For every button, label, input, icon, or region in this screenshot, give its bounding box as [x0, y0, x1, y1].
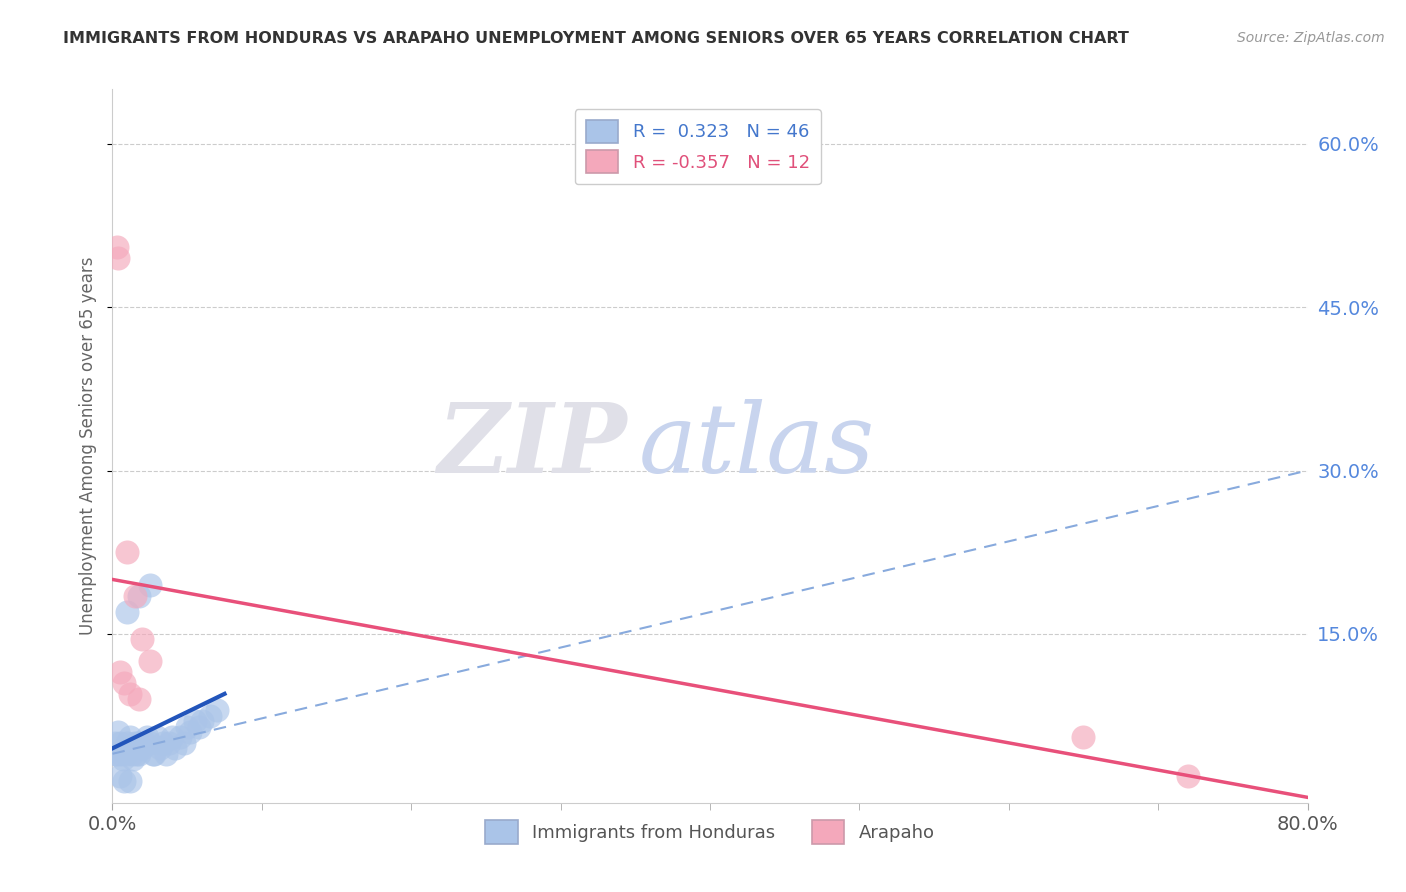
Point — [117, 736, 139, 750]
Point — [173, 736, 195, 750]
Point — [105, 240, 128, 254]
Point — [103, 747, 125, 761]
Point — [128, 692, 150, 706]
Point — [110, 747, 132, 761]
Point — [108, 736, 131, 750]
Point — [111, 752, 134, 766]
Point — [176, 720, 198, 734]
Point — [121, 747, 143, 761]
Point — [146, 731, 169, 745]
Point — [162, 731, 183, 745]
Point — [183, 714, 205, 728]
Point — [128, 589, 150, 603]
Point — [149, 741, 172, 756]
Text: ZIP: ZIP — [437, 399, 627, 493]
Point — [124, 736, 146, 750]
Point — [128, 747, 150, 761]
Text: atlas: atlas — [638, 399, 875, 493]
Point — [142, 747, 165, 761]
Point — [117, 605, 139, 619]
Point — [139, 578, 162, 592]
Point — [155, 747, 177, 761]
Point — [120, 774, 142, 789]
Point — [188, 720, 211, 734]
Point — [107, 725, 129, 739]
Point — [107, 251, 129, 265]
Point — [114, 741, 135, 756]
Point — [134, 736, 156, 750]
Point — [122, 752, 145, 766]
Point — [108, 665, 131, 679]
Point — [117, 545, 139, 559]
Legend: Immigrants from Honduras, Arapaho: Immigrants from Honduras, Arapaho — [478, 814, 942, 851]
Point — [179, 725, 201, 739]
Point — [105, 747, 128, 761]
Point — [165, 741, 187, 756]
Point — [198, 708, 221, 723]
Point — [108, 768, 131, 782]
Point — [157, 736, 180, 750]
Text: IMMIGRANTS FROM HONDURAS VS ARAPAHO UNEMPLOYMENT AMONG SENIORS OVER 65 YEARS COR: IMMIGRANTS FROM HONDURAS VS ARAPAHO UNEM… — [63, 31, 1129, 46]
Point — [115, 747, 138, 761]
Point — [169, 731, 191, 745]
Point — [127, 736, 149, 750]
Point — [114, 676, 135, 690]
Point — [1073, 731, 1095, 745]
Point — [1177, 768, 1199, 782]
Point — [139, 654, 162, 668]
Point — [124, 589, 146, 603]
Point — [152, 736, 174, 750]
Point — [205, 703, 228, 717]
Point — [120, 731, 142, 745]
Point — [114, 774, 135, 789]
Y-axis label: Unemployment Among Seniors over 65 years: Unemployment Among Seniors over 65 years — [79, 257, 97, 635]
Point — [131, 632, 153, 647]
Point — [120, 687, 142, 701]
Point — [139, 736, 162, 750]
Point — [135, 731, 157, 745]
Point — [118, 741, 141, 756]
Point — [131, 741, 153, 756]
Point — [143, 747, 166, 761]
Point — [104, 736, 127, 750]
Point — [191, 714, 214, 728]
Point — [125, 747, 148, 761]
Text: Source: ZipAtlas.com: Source: ZipAtlas.com — [1237, 31, 1385, 45]
